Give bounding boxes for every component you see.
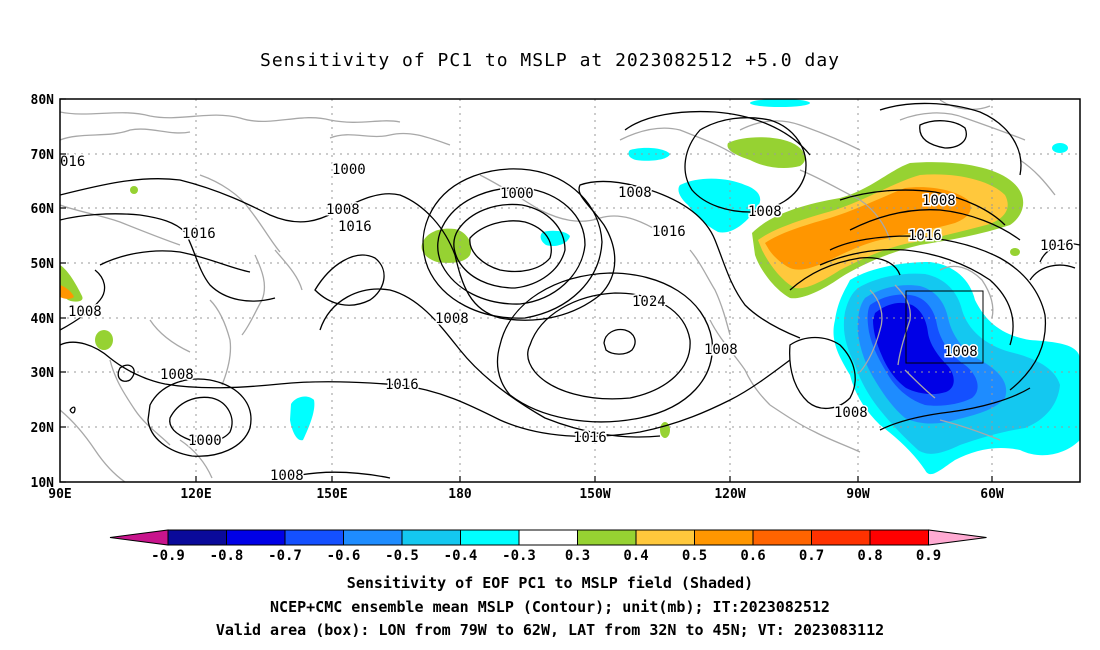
- colorbar-segment: [752, 529, 812, 546]
- negative-region-cyan-arctic: [1052, 143, 1068, 153]
- lon-label: 90E: [48, 487, 71, 502]
- colorbar-low-triangle: [109, 529, 169, 546]
- colorbar-labels: -0.9 -0.8 -0.7 -0.6 -0.5 -0.4 -0.3 0.3 0.4 0.5 0.6…: [151, 548, 941, 564]
- mslp-contours: [60, 102, 1080, 479]
- contour-label: 1008: [68, 304, 102, 320]
- colorbar-label: 0.9: [916, 548, 941, 564]
- contour-label: 1008: [748, 204, 782, 220]
- contour-label: 1016: [573, 430, 607, 446]
- contour-label: 1008: [944, 344, 978, 360]
- colorbar-segment: [401, 529, 461, 546]
- contour-label: 1000: [500, 186, 534, 202]
- lat-label: 40N: [31, 312, 55, 327]
- axis-ticks: [60, 98, 993, 483]
- contour-label: 1008: [618, 185, 652, 201]
- positive-region-west-core: [60, 285, 74, 299]
- footer-line-1: Sensitivity of EOF PC1 to MSLP field (Sh…: [346, 574, 754, 592]
- contour-label: 1008: [270, 468, 304, 484]
- contour-label: 016: [60, 154, 85, 170]
- colorbar-label: -0.4: [444, 548, 478, 564]
- map-title: Sensitivity of PC1 to MSLP at 2023082512…: [259, 50, 840, 71]
- lat-label: 60N: [31, 202, 55, 217]
- lat-label: 10N: [31, 476, 55, 491]
- colorbar-segment: [167, 529, 227, 546]
- negative-region-cyan-west: [678, 178, 761, 233]
- contour-label: 1008: [834, 405, 868, 421]
- colorbar-label: 0.5: [682, 548, 707, 564]
- positive-region-small-4: [1010, 248, 1020, 256]
- lon-label: 150E: [316, 487, 347, 502]
- colorbar-label: 0.8: [857, 548, 882, 564]
- contour-label: 1008: [326, 202, 360, 218]
- colorbar-segment: [811, 529, 871, 546]
- colorbar-label: -0.8: [210, 548, 244, 564]
- colorbar-label: -0.5: [385, 548, 419, 564]
- contour-label: 1016: [908, 228, 942, 244]
- grid-lines: [60, 99, 1080, 482]
- contour-label: 1016: [385, 377, 419, 393]
- footer-line-2: NCEP+CMC ensemble mean MSLP (Contour); u…: [270, 598, 830, 616]
- contour-label: 1000: [332, 162, 366, 178]
- colorbar-segment: [635, 529, 695, 546]
- colorbar-segment: [694, 529, 754, 546]
- colorbar-label: 0.6: [740, 548, 765, 564]
- colorbar-segment: [577, 529, 637, 546]
- contour-labels: 1000 1000 1008 1016 1016 1008 1016 1008 …: [59, 153, 1076, 486]
- contour-label: 1008: [704, 342, 738, 358]
- positive-region-dateline: [421, 228, 472, 263]
- footer-line-3: Valid area (box): LON from 79W to 62W, L…: [215, 621, 885, 639]
- plot-frame: [59, 98, 1081, 483]
- lat-label: 50N: [31, 257, 55, 272]
- lon-label: 120E: [180, 487, 211, 502]
- contour-label: 1016: [1040, 238, 1074, 254]
- colorbar-label: -0.3: [502, 548, 536, 564]
- colorbar-segment: [869, 529, 929, 546]
- positive-region-east-peak: [765, 187, 971, 270]
- shaded-sensitivity: [60, 99, 1080, 475]
- lon-label: 180: [448, 487, 472, 502]
- positive-region-small-5: [750, 99, 810, 107]
- positive-region-small-1: [95, 330, 113, 350]
- contour-label: 1024: [632, 294, 666, 310]
- positive-region-north: [727, 137, 806, 168]
- lat-label: 20N: [31, 421, 55, 436]
- lon-label: 120W: [714, 487, 745, 502]
- contour-label: 1000: [188, 433, 222, 449]
- colorbar-label: -0.6: [327, 548, 361, 564]
- contour-label: 1008: [435, 311, 469, 327]
- latitude-labels: 80N 70N 60N 50N 40N 30N 20N 10N: [31, 93, 55, 491]
- colorbar-segment: [518, 529, 578, 546]
- colorbar-label: 0.3: [565, 548, 590, 564]
- contour-label: 1016: [652, 224, 686, 240]
- colorbar-label: 0.7: [799, 548, 824, 564]
- colorbar-label: -0.9: [151, 548, 185, 564]
- colorbar-segment: [226, 529, 286, 546]
- negative-region-atlantic-deepest: [873, 302, 954, 395]
- positive-region-small-3: [130, 186, 138, 194]
- lon-label: 150W: [579, 487, 610, 502]
- colorbar: [109, 529, 987, 546]
- lat-label: 80N: [31, 93, 55, 108]
- contour-label: 1008: [160, 367, 194, 383]
- colorbar-segment: [284, 529, 344, 546]
- colorbar-segment: [460, 529, 520, 546]
- lat-label: 30N: [31, 366, 55, 381]
- colorbar-segment: [343, 529, 403, 546]
- contour-label: 1008: [922, 193, 956, 209]
- lat-label: 70N: [31, 148, 55, 163]
- valid-area-box: [905, 290, 984, 364]
- contour-label: 1016: [182, 226, 216, 242]
- negative-region-cyan-pacific: [290, 396, 315, 441]
- lon-label: 90W: [846, 487, 870, 502]
- lon-label: 60W: [980, 487, 1004, 502]
- longitude-labels: 90E 120E 150E 180 150W 120W 90W 60W: [48, 487, 1004, 502]
- contour-label: 1016: [338, 219, 372, 235]
- colorbar-high-triangle: [928, 529, 987, 546]
- colorbar-label: 0.4: [623, 548, 648, 564]
- colorbar-label: -0.7: [268, 548, 302, 564]
